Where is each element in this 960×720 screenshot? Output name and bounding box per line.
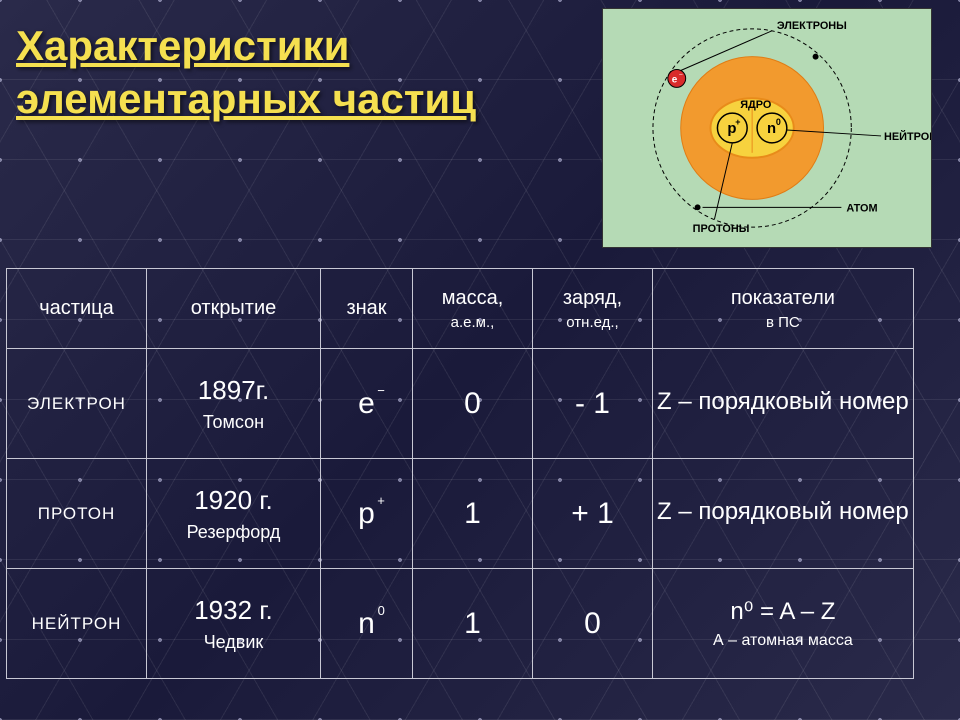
svg-text:0: 0 <box>776 117 781 127</box>
cell-name: ЭЛЕКТРОН <box>7 349 147 459</box>
cell-mass: 1 <box>413 459 533 569</box>
nucleus-label: ЯДРО <box>740 99 772 111</box>
table-header-row: частица открытие знак масса,а.е.м., заря… <box>7 269 914 349</box>
cell-indicator: n⁰ = A – ZА – атомная масса <box>653 569 914 679</box>
neutrons-label: НЕЙТРОНЫ <box>884 130 931 143</box>
th-indicator: показателив ПС <box>653 269 914 349</box>
table-row: НЕЙТРОН 1932 г.Чедвик n0 1 0 n⁰ = A – ZА… <box>7 569 914 679</box>
svg-text:e: e <box>672 74 678 85</box>
table-row: ПРОТОН 1920 г.Резерфорд p+ 1 + 1 Z – пор… <box>7 459 914 569</box>
th-particle: частица <box>7 269 147 349</box>
cell-discovery: 1932 г.Чедвик <box>147 569 321 679</box>
cell-sign: n0 <box>321 569 413 679</box>
slide-title: Характеристики элементарных частиц <box>16 20 476 125</box>
svg-text:+: + <box>735 117 740 127</box>
title-line-1: Характеристики <box>16 22 349 69</box>
cell-charge: 0 <box>533 569 653 679</box>
cell-mass: 0 <box>413 349 533 459</box>
atom-svg: p + n 0 ЯДРО e − ЭЛЕКТРОНЫ НЕЙТРОНЫ ПРОТ… <box>603 9 931 247</box>
slide-content: Характеристики элементарных частиц p + n… <box>0 0 960 720</box>
cell-discovery: 1897г.Томсон <box>147 349 321 459</box>
th-sign: знак <box>321 269 413 349</box>
th-discovery: открытие <box>147 269 321 349</box>
atom-diagram: p + n 0 ЯДРО e − ЭЛЕКТРОНЫ НЕЙТРОНЫ ПРОТ… <box>602 8 932 248</box>
protons-label: ПРОТОНЫ <box>693 223 750 235</box>
cell-charge: - 1 <box>533 349 653 459</box>
cell-mass: 1 <box>413 569 533 679</box>
svg-text:n: n <box>767 121 776 137</box>
th-mass: масса,а.е.м., <box>413 269 533 349</box>
cell-discovery: 1920 г.Резерфорд <box>147 459 321 569</box>
particle-table: частица открытие знак масса,а.е.м., заря… <box>6 268 914 679</box>
cell-indicator: Z – порядковый номер <box>653 459 914 569</box>
cell-sign: p+ <box>321 459 413 569</box>
cell-sign: e− <box>321 349 413 459</box>
cell-name: ПРОТОН <box>7 459 147 569</box>
electrons-label: ЭЛЕКТРОНЫ <box>777 20 847 32</box>
atom-label: АТОМ <box>846 202 877 214</box>
cell-name: НЕЙТРОН <box>7 569 147 679</box>
th-charge: заряд,отн.ед., <box>533 269 653 349</box>
svg-text:−: − <box>679 71 683 78</box>
cell-charge: + 1 <box>533 459 653 569</box>
title-line-2: элементарных частиц <box>16 75 476 122</box>
table-row: ЭЛЕКТРОН 1897г.Томсон e− 0 - 1 Z – поряд… <box>7 349 914 459</box>
cell-indicator: Z – порядковый номер <box>653 349 914 459</box>
